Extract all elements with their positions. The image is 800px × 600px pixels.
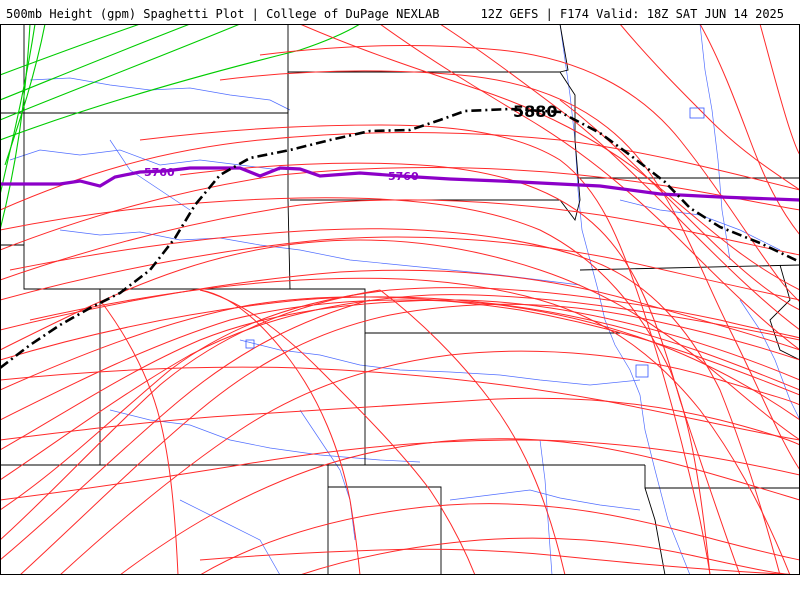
contour-5760-label-2: 5760 [388,170,419,183]
city-marker-3 [245,339,255,349]
contour-5760-line [0,166,800,202]
map-background [0,24,800,575]
city-markers [245,107,705,378]
spaghetti-map: 5760 5760 5880 [0,24,800,575]
map-header: 500mb Height (gpm) Spaghetti Plot | Coll… [0,0,800,24]
contour-5880-label: 5880 [513,102,558,121]
red-members [0,24,800,575]
city-marker-1 [689,107,705,119]
map-title: 500mb Height (gpm) Spaghetti Plot | Coll… [6,7,440,21]
run-info: 12Z GEFS | F174 Valid: 18Z SAT JUN 14 20… [480,7,784,21]
contour-5880-line [0,107,800,370]
city-marker-2 [635,364,649,378]
contour-5880: 5880 [0,102,800,370]
contour-5760: 5760 5760 [0,166,800,202]
contour-5760-label-1: 5760 [144,166,175,179]
